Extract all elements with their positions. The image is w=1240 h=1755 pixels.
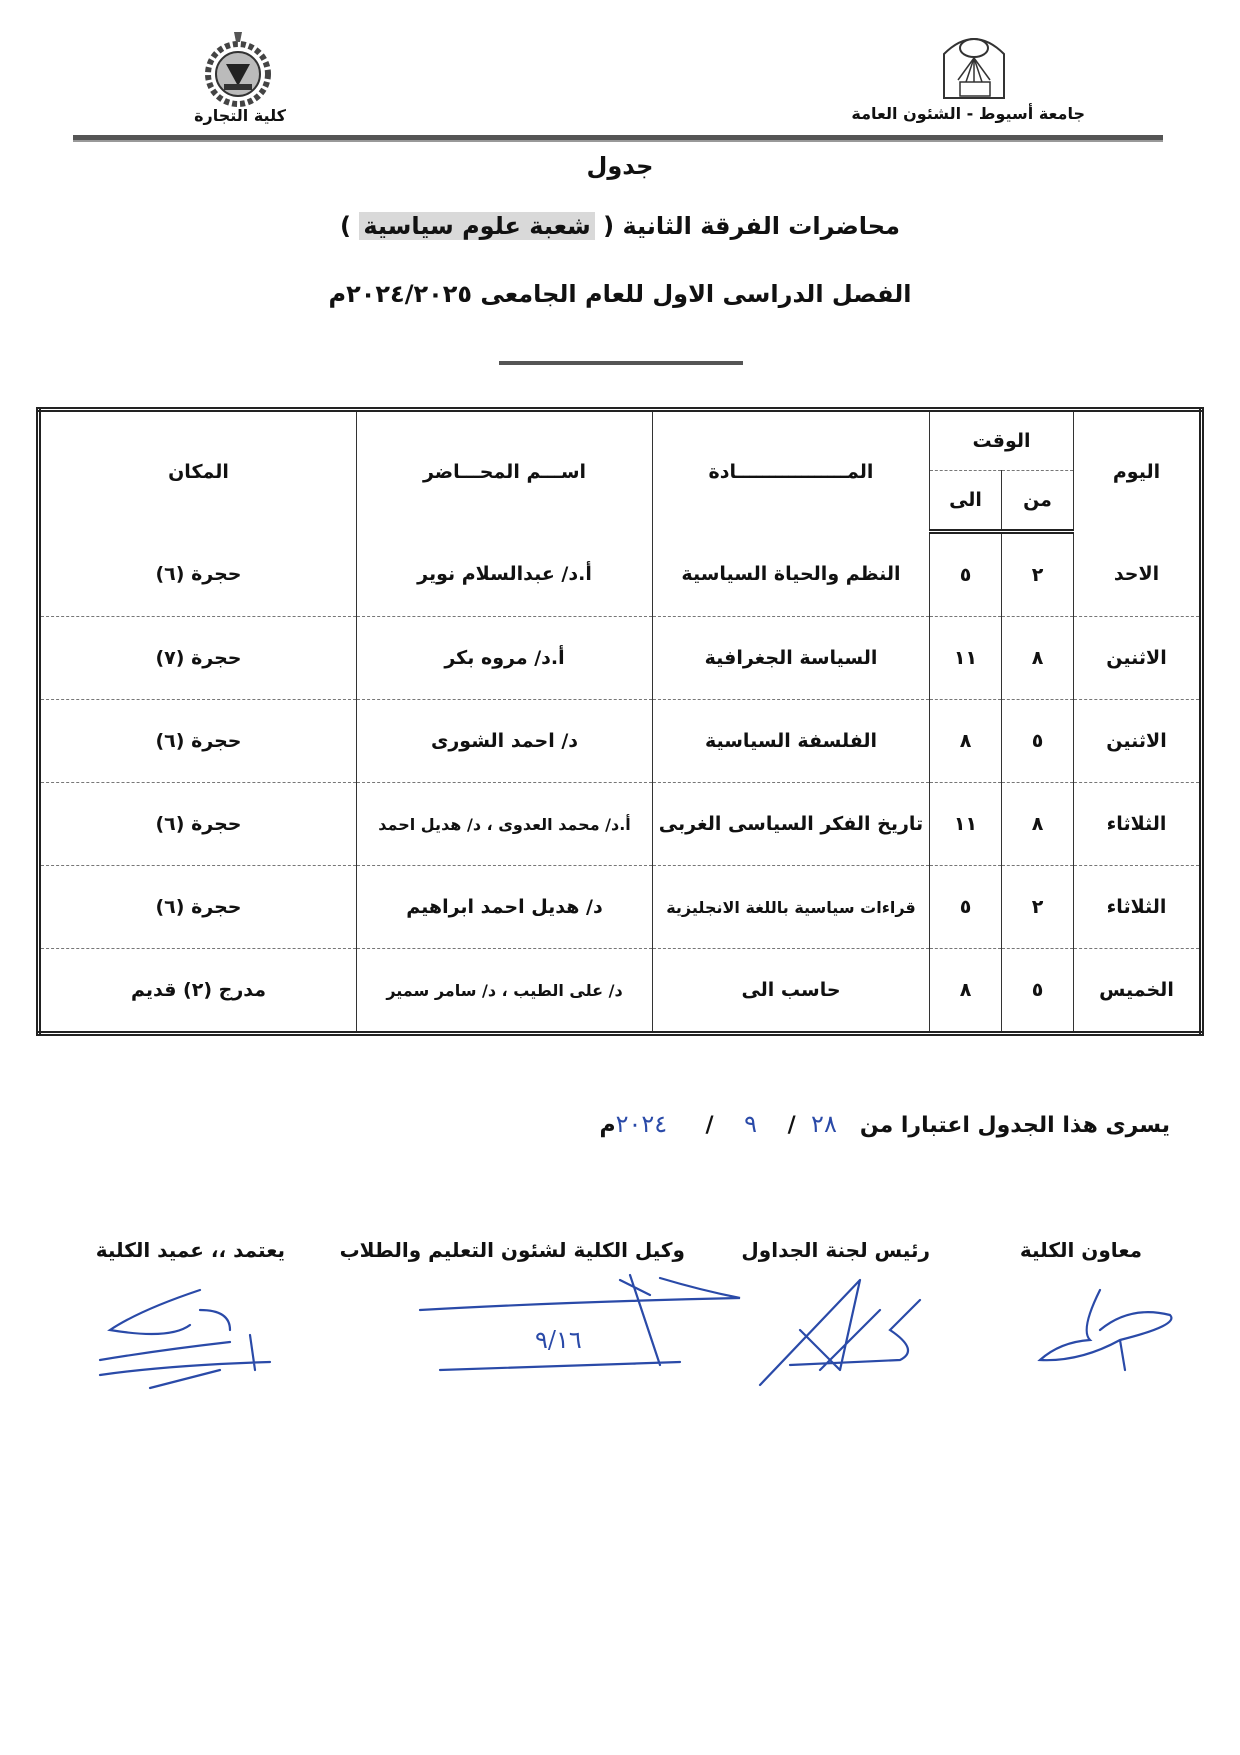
cell-location: حجرة (٦)	[38, 782, 357, 866]
faculty-logo	[196, 28, 280, 108]
title-underline	[499, 361, 743, 365]
cell-to: ٥	[929, 531, 1002, 617]
table-row: الاثنين ٥ ٨ الفلسفة السياسية د/ احمد الشورى ح…	[38, 699, 1202, 783]
header-lecturer: اســـم المحـــاضر	[356, 409, 653, 532]
cell-to: ١١	[929, 782, 1002, 866]
cell-location: حجرة (٧)	[38, 616, 357, 700]
effective-prefix: يسرى هذا الجدول اعتبارا من	[859, 1113, 1170, 1138]
subtitle-highlight: شعبة علوم سياسية	[359, 212, 595, 240]
university-logo-icon	[943, 38, 1005, 99]
table-row: الاحد ٢ ٥ النظم والحياة السياسية أ.د/ عبدالس…	[38, 531, 1202, 617]
cell-location: حجرة (٦)	[38, 865, 357, 949]
header-subject: المـــــــــــــــــادة	[652, 409, 930, 532]
table-row: الخميس ٥ ٨ حاسب الى د/ على الطيب ، د/ سامر س…	[38, 948, 1202, 1034]
cell-lecturer: أ.د/ مروه بكر	[356, 616, 653, 700]
cell-to: ٨	[929, 699, 1002, 783]
faculty-emblem-icon	[205, 32, 271, 107]
table-row: الاثنين ٨ ١١ السياسة الجغرافية أ.د/ مروه بكر…	[38, 616, 1202, 700]
cell-day: الخميس	[1073, 948, 1202, 1034]
cell-from: ٢	[1001, 865, 1074, 949]
cell-subject: حاسب الى	[652, 948, 930, 1034]
cell-subject: الفلسفة السياسية	[652, 699, 930, 783]
date-separator: /	[787, 1113, 796, 1138]
cell-from: ٢	[1001, 531, 1074, 617]
cell-to: ٨	[929, 948, 1002, 1034]
document-subtitle: محاضرات الفرقة الثانية ( شعبة علوم سياسي…	[0, 212, 1240, 240]
signature-title-assistant: معاون الكلية	[1019, 1238, 1142, 1262]
cell-day: الاثنين	[1073, 616, 1202, 700]
university-logo	[938, 30, 1010, 100]
cell-subject: النظم والحياة السياسية	[652, 531, 930, 617]
header-location: المكان	[38, 409, 357, 532]
university-name: جامعة أسيوط - الشئون العامة	[851, 104, 1085, 123]
cell-lecturer: د/ هديل احمد ابراهيم	[356, 865, 653, 949]
cell-subject: السياسة الجغرافية	[652, 616, 930, 700]
cell-from: ٥	[1001, 948, 1074, 1034]
effective-year: ٢٠٢٤	[615, 1110, 668, 1138]
cell-day: الثلاثاء	[1073, 782, 1202, 866]
cell-location: مدرج (٢) قديم	[38, 948, 357, 1034]
schedule-table: اليوم الوقت المـــــــــــــــــادة اســ…	[36, 407, 1204, 1036]
header-day: اليوم	[1073, 409, 1202, 532]
cell-location: حجرة (٦)	[38, 531, 357, 617]
cell-day: الثلاثاء	[1073, 865, 1202, 949]
cell-lecturer: أ.د/ عبدالسلام نوير	[356, 531, 653, 617]
signature-vice-dean	[418, 1273, 741, 1372]
signature-dean	[98, 1288, 272, 1390]
year-suffix: م	[599, 1113, 616, 1138]
signature-assistant	[1037, 1288, 1173, 1372]
cell-to: ١١	[929, 616, 1002, 700]
cell-to: ٥	[929, 865, 1002, 949]
signature-title-vice-dean: وكيل الكلية لشئون التعليم والطلاب	[339, 1238, 685, 1262]
header-rule	[73, 135, 1163, 142]
table-row: الثلاثاء ٨ ١١ تاريخ الفكر السياسى الغربى أ.د…	[38, 782, 1202, 866]
date-separator: /	[705, 1113, 714, 1138]
cell-lecturer: د/ احمد الشورى	[356, 699, 653, 783]
cell-subject: قراءات سياسية باللغة الانجليزية	[652, 865, 930, 949]
effective-month: ٩	[744, 1110, 758, 1138]
header-time: الوقت	[929, 409, 1074, 471]
header-to: الى	[929, 470, 1002, 534]
cell-day: الاحد	[1073, 531, 1202, 617]
cell-subject: تاريخ الفكر السياسى الغربى	[652, 782, 930, 866]
cell-from: ٨	[1001, 782, 1074, 866]
signature-committee-head	[758, 1278, 922, 1387]
cell-lecturer: د/ على الطيب ، د/ سامر سمير	[356, 948, 653, 1034]
cell-day: الاثنين	[1073, 699, 1202, 783]
subtitle-prefix: محاضرات الفرقة الثانية (	[603, 212, 900, 240]
effective-date-line: يسرى هذا الجدول اعتبارا من ٢٨ / ٩ / ٢٠٢٤…	[599, 1110, 1170, 1138]
signature-title-committee-head: رئيس لجنة الجداول	[741, 1238, 930, 1262]
signature-title-dean: يعتمد ،، عميد الكلية	[95, 1238, 285, 1262]
cell-from: ٨	[1001, 616, 1074, 700]
document-title: جدول	[586, 152, 654, 180]
semester-title: الفصل الدراسى الاول للعام الجامعى ٢٠٢٤/٢…	[328, 280, 912, 308]
vice-dean-note: ٩/١٦	[535, 1326, 582, 1354]
table-row: الثلاثاء ٢ ٥ قراءات سياسية باللغة الانجليزي…	[38, 865, 1202, 949]
cell-location: حجرة (٦)	[38, 699, 357, 783]
header-from: من	[1001, 470, 1074, 534]
faculty-name: كلية التجارة	[194, 106, 286, 125]
effective-day: ٢٨	[811, 1110, 837, 1138]
subtitle-suffix: )	[340, 212, 352, 240]
cell-lecturer: أ.د/ محمد العدوى ، د/ هديل احمد	[356, 782, 653, 866]
cell-from: ٥	[1001, 699, 1074, 783]
signatures-drawing	[98, 1273, 1173, 1390]
